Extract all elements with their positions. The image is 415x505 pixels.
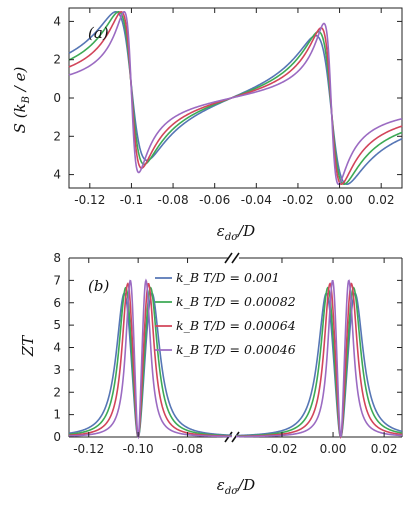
legend-label-4: k_B T/D = 0.00046 [176,342,296,357]
panel-b-xtick-label-1-2: 0.02 [371,442,398,456]
panel-b-ytick-label-2: 2 [53,385,61,399]
panel-b-label: (b) [88,277,109,295]
panel-a-label: (a) [88,24,109,42]
axis-break-mark-1b [231,431,240,443]
panel-a-xtick-label-3: -0.06 [199,193,230,207]
panel-a-xtick-label-5: -0.02 [282,193,313,207]
panel-a-xtick-label-7: 0.02 [368,193,395,207]
panel-b-ytick-label-8: 8 [53,251,61,265]
panel-a-xtick-label-0: -0.12 [74,193,105,207]
panel-b-ytick-label-1: 1 [53,408,61,422]
panel-a-series [68,11,403,185]
panel-b-xlabel: εdσ/D [217,476,255,497]
panel-b-series-line-1-seg-1 [68,292,233,439]
panel-b-ytick-label-3: 3 [53,363,61,377]
panel-a-series-line-4 [68,11,403,185]
panel-b-series [68,278,403,440]
panel-a-xtick-label-4: -0.04 [241,193,272,207]
panel-b-xtick-label-0-2: -0.08 [172,442,203,456]
axis-break-gap-1 [229,432,239,442]
panel-b-series-line-2-seg-1 [68,286,233,439]
panel-a-series-line-1 [68,11,403,185]
panel-b-ytick-label-7: 7 [53,273,61,287]
panel-a-xlabel: εdσ/D [217,222,255,243]
legend-label-1: k_B T/D = 0.001 [176,270,280,285]
axis-break-gap-0 [229,253,239,263]
panel-b-xtick-label-0-1: -0.10 [123,442,154,456]
panel-a-frame [68,7,403,189]
panel-b-frame [68,252,403,443]
panel-a-ylabel: S (kB / e) [11,67,32,134]
panel-a-ytick-label-3: 2 [53,129,61,143]
panel-b-ytick-label-0: 0 [53,430,61,444]
panel-a-ytick-label-1: 2 [53,53,61,67]
panel-b-series-line-1-seg-2 [235,292,403,439]
panel-b-series-line-4-seg-2 [235,279,403,438]
panel-a-xtick-label-1: -0.1 [120,193,143,207]
panel-b-xtick-label-0-0: -0.12 [73,442,104,456]
panel-b-ytick-label-4: 4 [53,341,61,355]
panel-b-ticks: -0.12 -0.10 -0.08 -0.02 0.00 0.02 0 1 2 3 4 5 6 7 8 [53,251,402,456]
axis-break-mark-0b [231,252,240,264]
legend-label-3: k_B T/D = 0.00064 [176,318,296,333]
panel-b-ytick-label-6: 6 [53,296,61,310]
panel-a-ticks: -0.12 -0.1 -0.08 -0.06 -0.04 -0.02 0.00 0.02 4 2 0… [53,8,402,207]
panel-b-ytick-label-5: 5 [53,318,61,332]
panel-b-xtick-label-1-0: -0.02 [266,442,297,456]
panel-a-xtick-label-2: -0.08 [158,193,189,207]
panel-a-xtick-label-6: 0.00 [326,193,353,207]
panel-a-series-line-3 [68,11,403,185]
legend-label-2: k_B T/D = 0.00082 [176,294,296,309]
panel-b-legend: k_B T/D = 0.001 k_B T/D = 0.00082 k_B T/D … [155,270,296,357]
panel-a-ytick-label-0: 4 [53,14,61,28]
panel-b-series-line-4-seg-1 [68,278,233,440]
panel-b-xtick-label-1-1: 0.00 [320,442,347,456]
panel-a-ytick-label-4: 4 [53,168,61,182]
axis-break-mark-0a [224,252,233,264]
panel-b-ylabel: ZT [19,335,37,357]
panel-a-ytick-label-2: 0 [53,91,61,105]
panel-a-series-line-2 [68,11,403,185]
